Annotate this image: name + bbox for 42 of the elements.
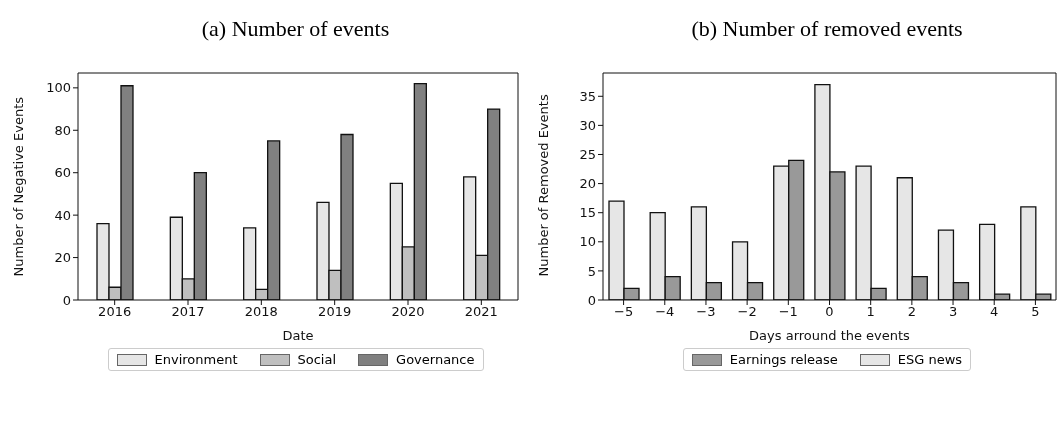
chart-title: (a) Number of events (200, 16, 391, 42)
x-tick-label: −5 (614, 304, 634, 320)
y-tick-label: 15 (579, 205, 596, 221)
x-tick-label: 4 (990, 304, 999, 320)
chart-title: (b) Number of removed events (690, 16, 964, 42)
x-tick-label: −1 (778, 304, 798, 320)
x-tick-label: −3 (696, 304, 716, 320)
x-tick-label: 2 (907, 304, 916, 320)
legend-label: Earnings release (729, 352, 838, 367)
y-tick-label: 30 (579, 118, 596, 133)
y-tick-label: 35 (579, 88, 596, 104)
y-tick-label: 20 (54, 250, 71, 266)
y-tick-label: 0 (587, 292, 596, 308)
x-tick-label: −4 (655, 304, 675, 320)
x-tick-label: 3 (948, 304, 958, 320)
legend-label: ESG news (897, 352, 963, 367)
x-tick-label: 1 (866, 304, 875, 320)
y-tick-label: 60 (54, 165, 71, 181)
x-tick-label: 2019 (318, 304, 352, 320)
x-tick-label: 2020 (391, 304, 425, 320)
y-tick-label: 25 (579, 147, 596, 163)
y-tick-label: 5 (587, 263, 596, 279)
x-tick-label: 2016 (98, 304, 132, 320)
legend-label: Social (297, 352, 337, 367)
y-tick-label: 0 (62, 292, 71, 308)
y-axis-title: Number of Negative Events (10, 96, 26, 277)
x-tick-label: 2017 (171, 304, 205, 320)
y-tick-label: 80 (54, 122, 71, 138)
x-axis-title: Days arround the events (749, 328, 911, 343)
y-axis-title: Number of Removed Events (535, 94, 551, 277)
x-tick-label: 2021 (464, 304, 498, 320)
legend-label: Governance (396, 352, 475, 367)
y-tick-label: 20 (579, 176, 596, 192)
x-tick-label: 5 (1031, 304, 1040, 320)
x-tick-label: −2 (737, 304, 757, 320)
x-tick-label: 2018 (244, 304, 278, 320)
x-axis-title: Date (282, 328, 314, 343)
x-tick-label: 0 (825, 304, 834, 320)
y-tick-label: 100 (46, 80, 71, 96)
legend-label: Environment (154, 352, 238, 367)
y-tick-label: 40 (54, 207, 71, 223)
y-tick-label: 10 (579, 234, 596, 250)
